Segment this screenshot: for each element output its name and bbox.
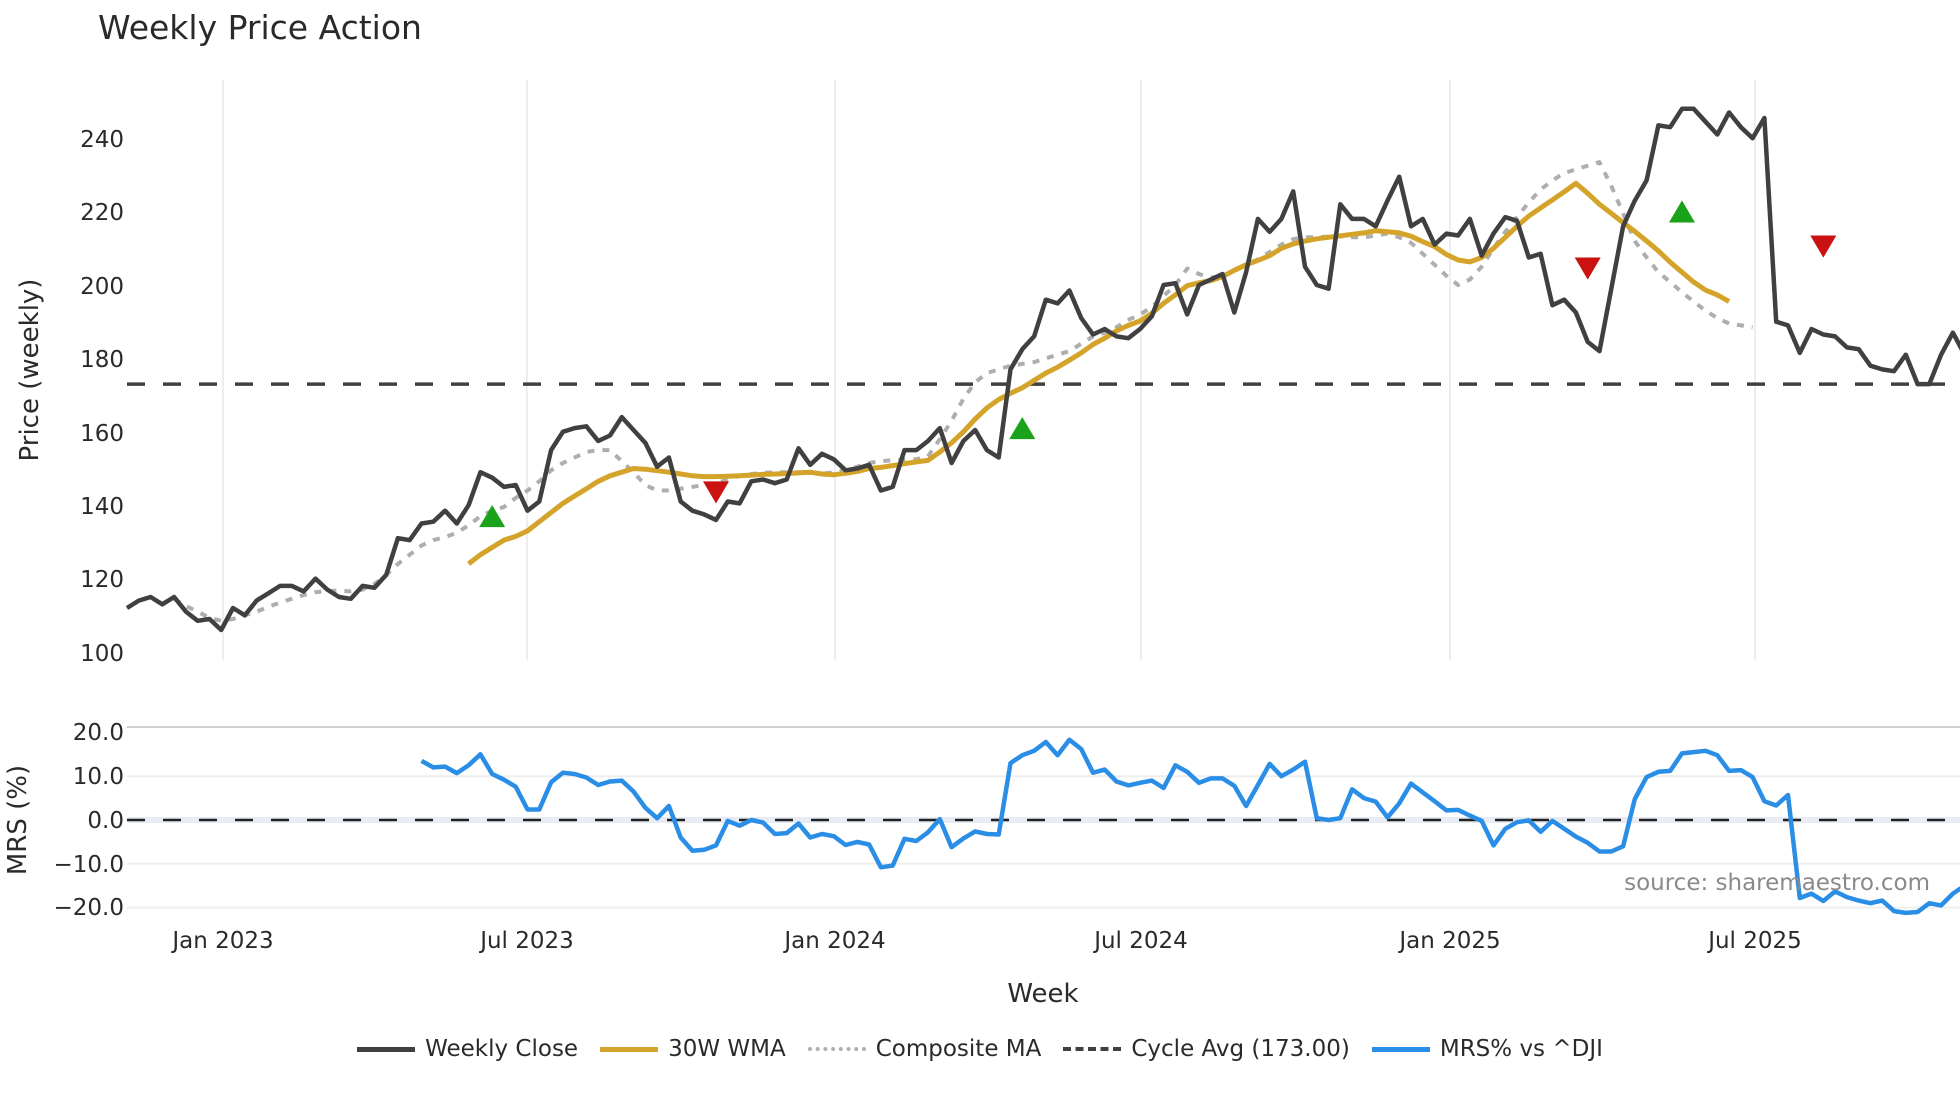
buy-signal-triangle-up-icon [479,505,506,528]
composite-ma-line [173,160,1753,623]
price-vertical-gridlines [222,80,1756,660]
mrs-series [420,737,1960,916]
legend-item-cycle-avg[interactable]: Cycle Avg (173.00) [1063,1036,1350,1062]
mrs-tick: 10.0 [73,764,124,790]
price-tick: 140 [80,494,124,520]
price-tick: 120 [80,567,124,593]
legend-swatch-solid-icon [600,1046,659,1052]
sell-signal-triangle-down-icon [1810,235,1837,258]
legend-swatch-dashed-icon [1063,1047,1122,1051]
sell-signal-triangle-down-icon [1574,257,1601,280]
price-tick: 180 [80,347,124,373]
price-tick: 220 [80,200,124,226]
buy-signal-triangle-up-icon [1668,200,1695,223]
x-tick: Jul 2024 [1092,928,1188,954]
signal-markers [479,200,1837,528]
price-y-axis-title: Price (weekly) [15,279,45,462]
legend-swatch-solid-icon [357,1046,416,1052]
x-axis: Jan 2023 Jul 2023 Jan 2024 Jul 2024 Jan … [170,928,1801,954]
mrs-tick: −20.0 [54,895,124,921]
x-tick: Jan 2023 [170,928,273,954]
legend: Weekly Close 30W WMA Composite MA Cycle … [0,1036,1960,1062]
legend-label: 30W WMA [668,1036,786,1062]
price-tick: 100 [80,641,124,667]
x-tick: Jul 2025 [1706,928,1802,954]
weekly-close-line [125,106,1960,633]
legend-swatch-dotted-icon [807,1047,866,1051]
legend-label: MRS% vs ^DJI [1439,1036,1603,1062]
mrs-y-axis: 20.0 10.0 0.0 −10.0 −20.0 [54,720,124,921]
legend-item-composite-ma[interactable]: Composite MA [807,1036,1042,1062]
price-tick: 200 [80,274,124,300]
mrs-tick: 0.0 [87,808,124,834]
legend-item-weekly-close[interactable]: Weekly Close [357,1036,578,1062]
price-tick: 160 [80,421,124,447]
x-tick: Jan 2025 [1397,928,1500,954]
legend-label: Cycle Avg (173.00) [1131,1036,1350,1062]
price-tick: 240 [80,127,124,153]
legend-label: Composite MA [875,1036,1042,1062]
mrs-tick: −10.0 [54,852,124,878]
30w-wma-line [467,180,1731,566]
legend-label: Weekly Close [425,1036,579,1062]
legend-swatch-solid-icon [1371,1046,1430,1052]
chart-title: Weekly Price Action [98,8,422,47]
mrs-tick: 20.0 [73,720,124,746]
mrs-line [420,737,1960,916]
mrs-y-axis-title: MRS (%) [3,765,33,875]
legend-item-30w-wma[interactable]: 30W WMA [600,1036,786,1062]
price-y-axis: 240 220 200 180 160 140 120 100 [80,127,124,667]
x-tick: Jul 2023 [478,928,574,954]
x-axis-title: Week [1007,979,1078,1009]
x-tick: Jan 2024 [782,928,885,954]
legend-item-mrs[interactable]: MRS% vs ^DJI [1371,1036,1603,1062]
price-series [125,106,1960,633]
sell-signal-triangle-down-icon [703,481,729,504]
buy-signal-triangle-up-icon [1009,416,1036,440]
source-note: source: sharemaestro.com [1624,870,1930,896]
